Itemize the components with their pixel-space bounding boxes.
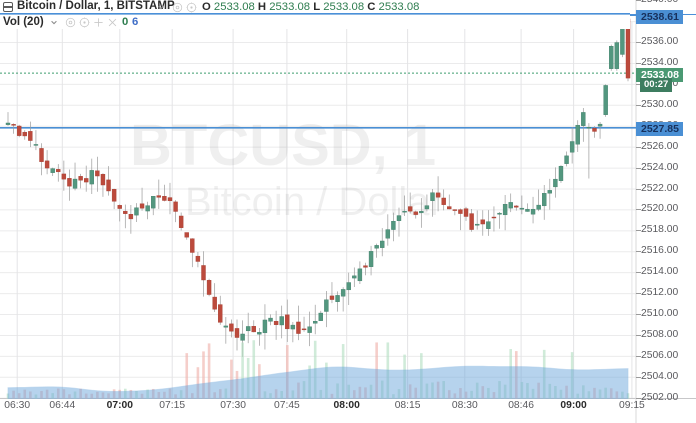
svg-text:BTCUSD, 1: BTCUSD, 1	[130, 113, 436, 178]
svg-text:Bitcoin / Dollar: Bitcoin / Dollar	[185, 180, 443, 224]
